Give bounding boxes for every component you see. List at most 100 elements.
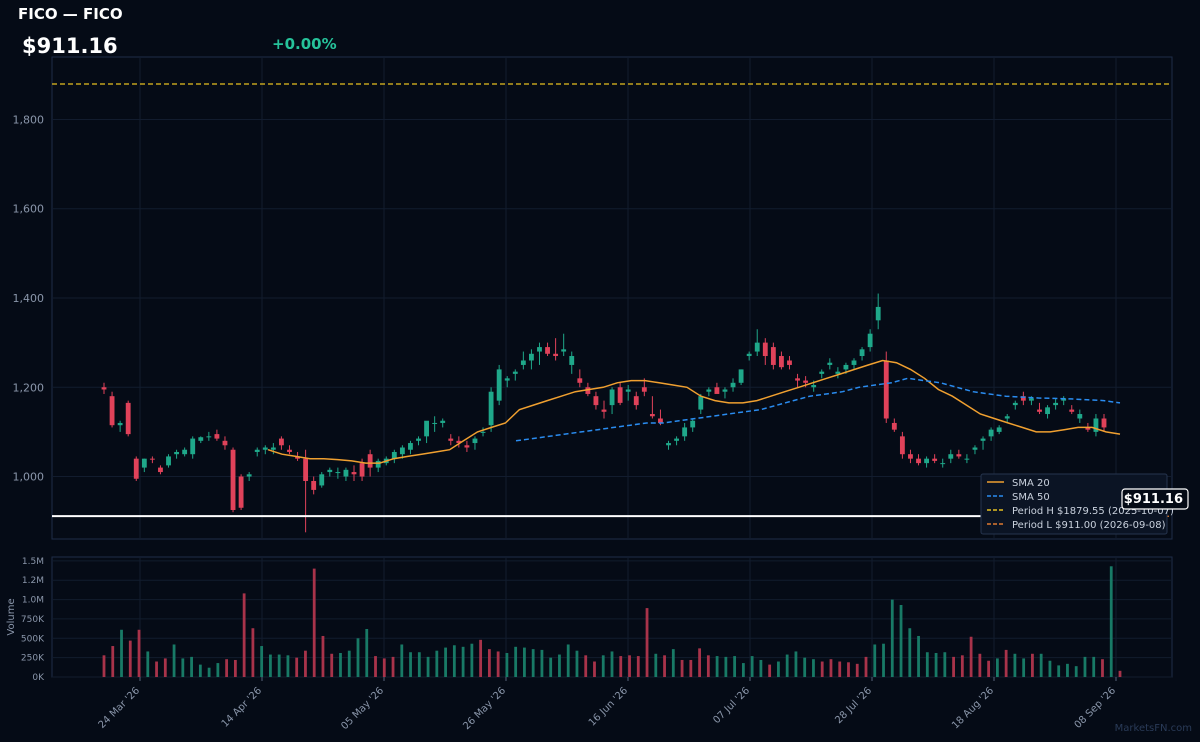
candle [867, 329, 873, 352]
volume-bar [111, 646, 115, 677]
volume-bar [409, 652, 412, 677]
volume-bar [339, 653, 342, 677]
last-price-tag: $911.16 [1121, 488, 1189, 510]
volume-bar [741, 663, 745, 677]
volume-bar [995, 658, 999, 677]
candle [141, 458, 147, 473]
legend-item: SMA 20 [987, 478, 1050, 489]
volume-bar [426, 656, 430, 677]
legend-item: Period L $911.00 (2026-09-08) [987, 520, 1166, 531]
volume-bar [1109, 566, 1113, 677]
candle [891, 418, 897, 432]
candle [198, 436, 204, 444]
watermark: MarketsFN.com [1114, 723, 1192, 734]
candle [448, 434, 454, 446]
candle [851, 358, 857, 370]
volume-bar [969, 636, 973, 677]
volume-bar [689, 659, 693, 677]
volume-bar [820, 661, 824, 677]
candle [424, 420, 429, 444]
candle [690, 418, 696, 432]
volume-bar [777, 661, 780, 677]
candle [682, 422, 688, 441]
candle [601, 400, 607, 419]
candle [254, 447, 260, 457]
candle [649, 396, 655, 419]
volume-bar [829, 659, 833, 677]
candle [335, 467, 341, 479]
candle [520, 351, 526, 370]
candle [408, 440, 413, 455]
volume-bar [671, 649, 675, 677]
svg-text:SMA 20: SMA 20 [1012, 478, 1050, 489]
candle [238, 474, 244, 510]
candle [319, 472, 325, 488]
volume-bar [163, 658, 167, 677]
x-tick-label: 28 Jul '26 [833, 685, 874, 726]
volume-bar [514, 646, 518, 677]
volume-bar [908, 628, 912, 677]
volume-bar [654, 653, 658, 677]
volume-bar [137, 629, 141, 677]
volume-bar [470, 643, 474, 677]
candle [456, 436, 462, 448]
volume-bar [645, 608, 649, 677]
price-tick-label: 1,200 [13, 381, 45, 394]
volume-tick-label: 0K [32, 673, 45, 683]
candle [529, 349, 534, 370]
candle [1012, 400, 1018, 410]
volume-bar [925, 652, 929, 677]
candle [883, 351, 889, 423]
legend-item: SMA 50 [987, 492, 1050, 503]
candle [109, 391, 115, 428]
volume-bar [330, 653, 334, 677]
volume-bar [435, 650, 439, 677]
volume-bar [733, 656, 737, 677]
candle [287, 445, 292, 455]
candle [512, 369, 518, 381]
volume-bar [715, 656, 719, 677]
candle [948, 449, 954, 464]
candle [561, 333, 567, 357]
candle [246, 472, 252, 481]
x-tick-label: 24 Mar '26 [97, 685, 143, 731]
candle [787, 356, 792, 370]
volume-bar [750, 656, 754, 677]
candle [875, 293, 881, 330]
candle [327, 467, 333, 477]
volume-bar [128, 640, 132, 677]
candle [214, 429, 220, 441]
x-tick-label: 26 May '26 [461, 685, 508, 732]
volume-bar [452, 645, 456, 677]
candle [666, 440, 671, 450]
candle [908, 449, 913, 464]
candle [399, 445, 405, 459]
candle [270, 443, 276, 455]
candle [504, 376, 510, 388]
candle [1037, 402, 1042, 415]
volume-bar [768, 664, 772, 677]
candle [553, 338, 559, 361]
candle [1093, 414, 1099, 437]
volume-tick-label: 750K [21, 615, 45, 625]
candle [617, 382, 623, 406]
volume-bar [558, 654, 561, 677]
volume-bar [698, 648, 701, 677]
legend-item: Period H $1879.55 (2025-10-07) [987, 506, 1174, 517]
candle [625, 385, 631, 401]
candle [472, 436, 478, 450]
candle [391, 449, 397, 464]
candle [762, 338, 768, 365]
candle [117, 420, 123, 432]
volume-bar [785, 654, 789, 677]
volume-bar [855, 663, 859, 677]
volume-bar [347, 650, 351, 677]
volume-bar [531, 649, 535, 677]
volume-bar [1083, 656, 1087, 677]
sma20-line [267, 359, 1121, 464]
candle [730, 378, 736, 392]
volume-bar [304, 650, 307, 677]
candle [980, 436, 986, 450]
candle [722, 387, 728, 399]
volume-bar [566, 644, 570, 677]
